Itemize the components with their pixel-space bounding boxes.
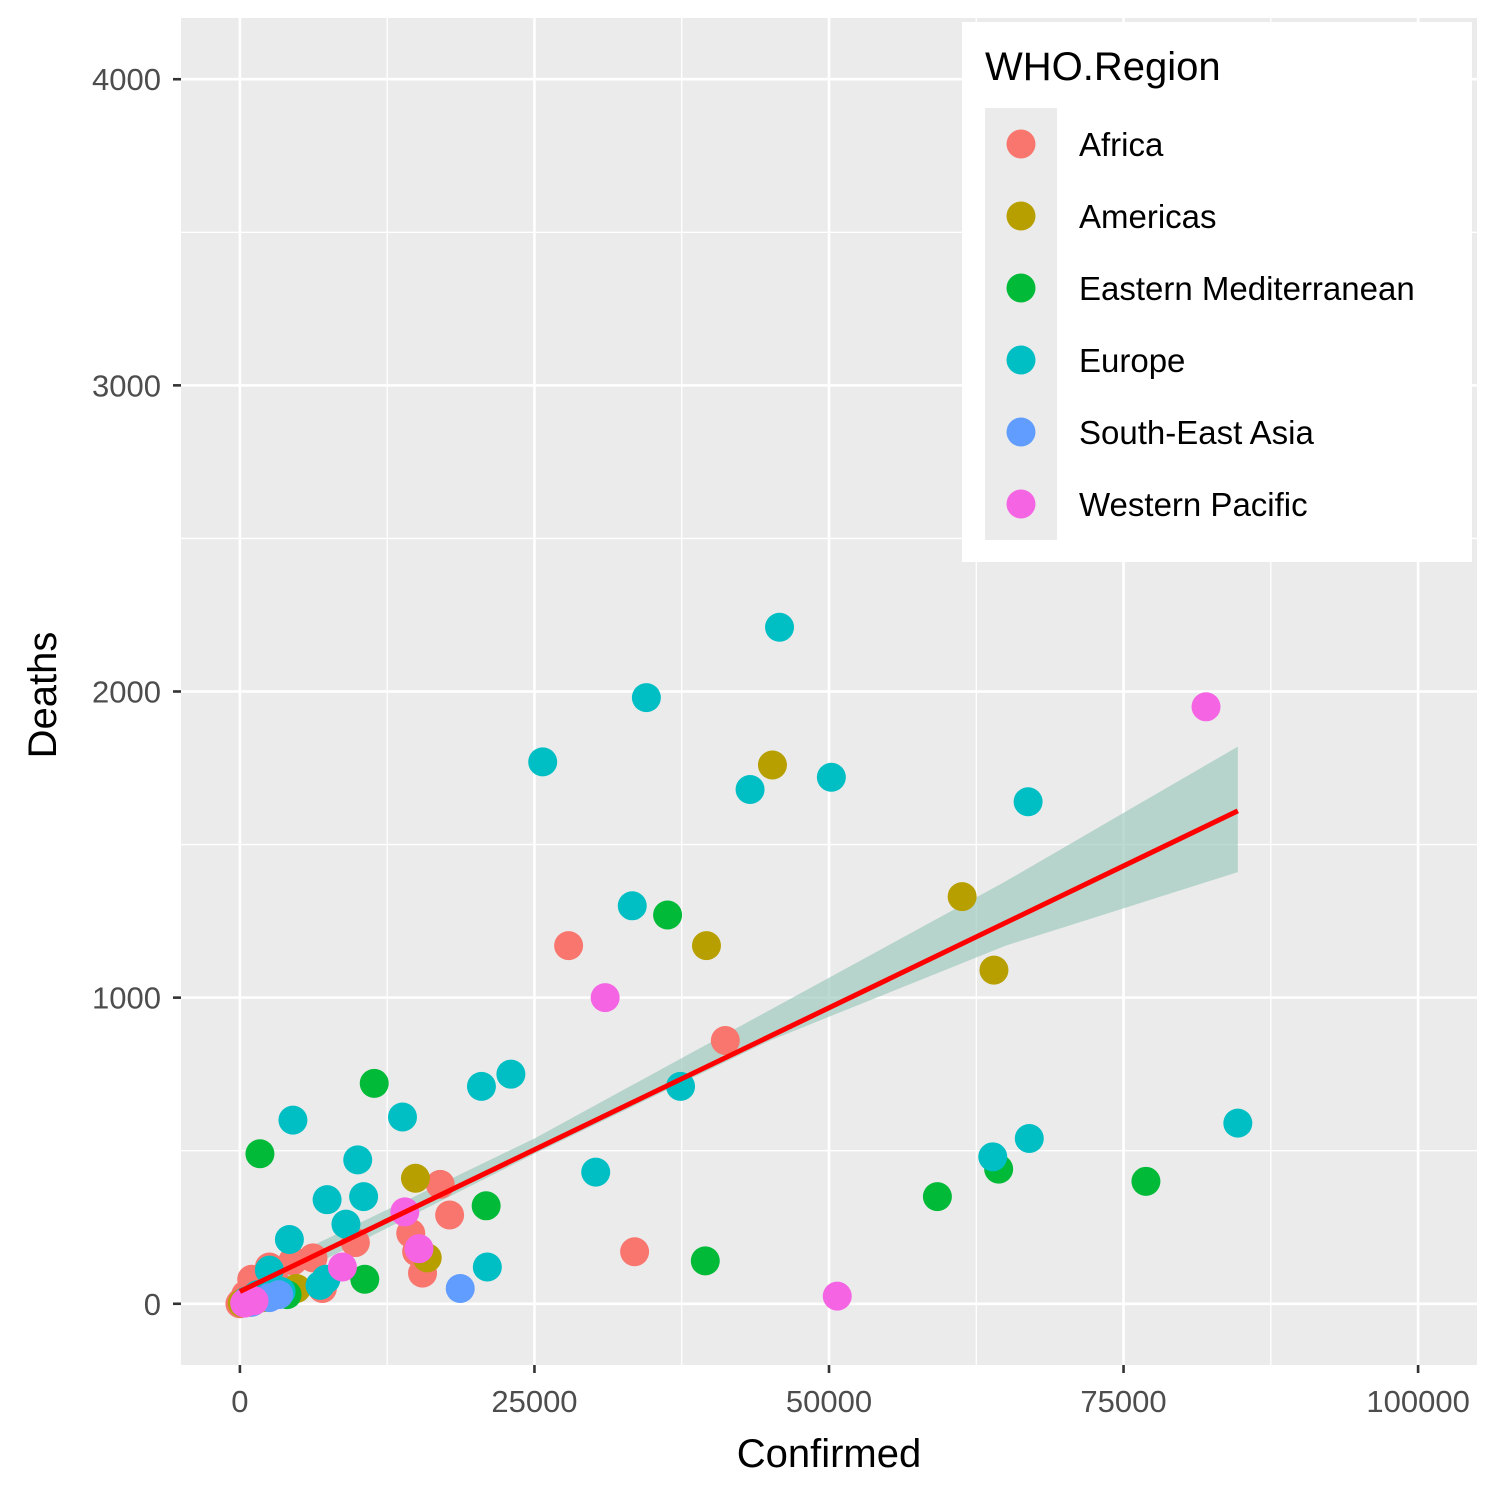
legend-key-background xyxy=(985,108,1057,540)
data-point xyxy=(1223,1108,1253,1138)
data-point xyxy=(312,1185,342,1215)
data-point xyxy=(1131,1166,1161,1196)
legend-entries: Africa Americas Eastern Mediterranean Europ… xyxy=(1006,126,1415,523)
data-point xyxy=(400,1163,430,1193)
data-point xyxy=(528,747,558,777)
data-point xyxy=(305,1270,335,1300)
x-tick-label: 75000 xyxy=(1080,1384,1166,1419)
data-point xyxy=(472,1252,502,1282)
legend-label: Western Pacific xyxy=(1079,486,1308,523)
data-point xyxy=(471,1191,501,1221)
data-point xyxy=(710,1025,740,1055)
legend-label: Africa xyxy=(1079,126,1164,163)
x-tick-label: 100000 xyxy=(1366,1384,1469,1419)
confidence-band-layer xyxy=(239,746,1238,1303)
data-point xyxy=(245,1139,275,1169)
data-point xyxy=(274,1224,304,1254)
data-point xyxy=(1013,787,1043,817)
x-axis: 0 25000 50000 75000 100000 xyxy=(231,1365,1470,1419)
y-tick-label: 0 xyxy=(144,1287,161,1322)
data-point xyxy=(327,1252,357,1282)
data-point xyxy=(822,1281,852,1311)
legend-key xyxy=(1006,417,1036,447)
y-tick-label: 2000 xyxy=(92,675,161,710)
data-point xyxy=(466,1071,496,1101)
legend-title: WHO.Region xyxy=(985,45,1221,89)
legend-key xyxy=(1006,345,1036,375)
data-point xyxy=(690,1246,720,1276)
x-tick-label: 0 xyxy=(231,1384,248,1419)
trend-line xyxy=(238,808,1239,1294)
data-point xyxy=(757,750,787,780)
x-axis-title: Confirmed xyxy=(737,1432,922,1476)
data-point xyxy=(496,1059,526,1089)
data-point xyxy=(666,1071,696,1101)
data-point xyxy=(691,931,721,961)
data-point xyxy=(554,931,584,961)
legend-key xyxy=(1006,201,1036,231)
data-point xyxy=(350,1264,380,1294)
data-point xyxy=(435,1200,465,1230)
y-tick-label: 4000 xyxy=(92,62,161,97)
data-point xyxy=(1191,692,1221,722)
data-point xyxy=(617,891,647,921)
data-point xyxy=(331,1209,361,1239)
data-point xyxy=(404,1234,434,1264)
y-tick-label: 3000 xyxy=(92,368,161,403)
data-point xyxy=(978,1142,1008,1172)
data-point xyxy=(653,900,683,930)
data-point xyxy=(254,1255,284,1285)
trend-line-layer xyxy=(238,808,1239,1294)
confidence-band xyxy=(239,746,1238,1303)
data-point xyxy=(349,1182,379,1212)
data-point xyxy=(947,882,977,912)
data-point xyxy=(1014,1123,1044,1153)
y-axis: 0 1000 2000 3000 4000 xyxy=(92,62,181,1322)
data-point xyxy=(735,774,765,804)
y-axis-title: Deaths xyxy=(21,632,65,759)
data-point xyxy=(343,1145,373,1175)
y-tick-label: 1000 xyxy=(92,981,161,1016)
data-point xyxy=(979,955,1009,985)
legend-label: South-East Asia xyxy=(1079,414,1314,451)
data-point xyxy=(620,1237,650,1267)
data-point xyxy=(387,1102,417,1132)
data-point xyxy=(631,683,661,713)
data-point xyxy=(278,1105,308,1135)
data-point xyxy=(230,1288,260,1318)
legend-key xyxy=(1006,273,1036,303)
data-point xyxy=(922,1182,952,1212)
legend-key xyxy=(1006,129,1036,159)
x-tick-label: 25000 xyxy=(491,1384,577,1419)
x-tick-label: 50000 xyxy=(786,1384,872,1419)
data-point xyxy=(765,612,795,642)
data-point xyxy=(590,983,620,1013)
legend: WHO.Region Africa Americas Eastern Mediter… xyxy=(962,22,1472,562)
data-point xyxy=(581,1157,611,1187)
legend-label: Europe xyxy=(1079,342,1185,379)
legend-key xyxy=(1006,489,1036,519)
data-point xyxy=(359,1068,389,1098)
legend-label: Eastern Mediterranean xyxy=(1079,270,1415,307)
data-point xyxy=(816,762,846,792)
data-point xyxy=(445,1273,475,1303)
legend-label: Americas xyxy=(1079,198,1217,235)
